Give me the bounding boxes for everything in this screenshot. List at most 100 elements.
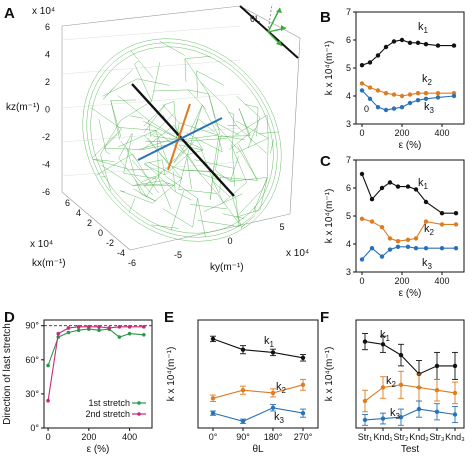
- data-point: [407, 40, 413, 45]
- kx-tick-label: -2: [106, 238, 114, 248]
- x-tick-label: 0: [46, 432, 51, 442]
- data-point: [391, 39, 397, 44]
- series-label-k: k: [276, 381, 282, 393]
- data-point: [416, 385, 422, 390]
- series-line-2: [212, 407, 304, 422]
- series-label-subscript: 2: [428, 78, 433, 87]
- data-point: [439, 211, 445, 216]
- box-gridline: [61, 59, 241, 75]
- x-axis-label: Test: [401, 444, 420, 455]
- data-point: [375, 53, 381, 58]
- data-point: [300, 382, 306, 387]
- legend-entry: 2nd stretch: [85, 409, 130, 419]
- kx-tick-label: -6: [128, 258, 136, 268]
- legend-marker: [137, 401, 141, 405]
- series-label-k3: k3: [422, 257, 433, 271]
- x-tick-label: Knd₃: [445, 432, 465, 442]
- series-label-subscript: 2: [430, 228, 435, 237]
- series-label-k3: k3: [390, 407, 401, 421]
- y-tick-label: 90°: [25, 321, 39, 331]
- y-axis-label: k x 10⁴(m⁻¹): [324, 41, 335, 96]
- panel-a-letter: A: [4, 5, 15, 22]
- chart-panel-d: 0° 30° 60° 90° 0 200 400 ε (%) Direction of last…: [2, 319, 153, 455]
- data-point: [97, 325, 101, 329]
- panel-d-letter: D: [4, 309, 15, 326]
- data-point: [362, 417, 368, 423]
- series-label-subscript: 2: [392, 380, 397, 389]
- series-line-2: [361, 246, 456, 260]
- data-point: [405, 237, 411, 242]
- series-label-k: k: [274, 411, 280, 423]
- data-point: [453, 246, 459, 251]
- kz-tick-label: -4: [42, 160, 50, 170]
- data-point: [66, 326, 71, 330]
- data-point: [359, 216, 365, 221]
- data-point: [453, 222, 459, 227]
- series-label-subscript: 2: [282, 386, 287, 395]
- data-point: [415, 40, 421, 45]
- data-point: [369, 219, 375, 224]
- series-line-2: [364, 408, 456, 421]
- data-point: [439, 246, 445, 251]
- data-point: [383, 107, 389, 113]
- x-tick-label: Knd₁: [373, 432, 392, 442]
- data-point: [270, 405, 276, 410]
- series-label-subscript: 3: [280, 416, 285, 425]
- series-line-1: [364, 384, 456, 402]
- data-point: [359, 257, 365, 262]
- x-tick-label: 200: [81, 432, 96, 442]
- data-point: [399, 105, 405, 110]
- box-gridline: [61, 93, 241, 109]
- series-label-k1: k1: [418, 177, 429, 191]
- data-point: [434, 388, 440, 393]
- data-point: [413, 236, 419, 241]
- y-tick-label: 0°: [30, 423, 39, 433]
- series-label-k: k: [422, 257, 428, 269]
- y-tick-label: 5: [346, 211, 351, 221]
- series-label-k: k: [424, 101, 430, 113]
- data-point: [270, 390, 276, 396]
- data-point: [66, 330, 71, 335]
- data-point: [423, 42, 429, 47]
- data-point: [423, 199, 429, 205]
- series-label-k: k: [264, 335, 270, 347]
- data-point: [452, 412, 458, 417]
- y-axis-label: k x 10⁴(m⁻¹): [166, 347, 177, 402]
- y-tick-label: 5: [346, 63, 351, 73]
- y-tick-label: 3: [346, 267, 351, 277]
- data-point: [434, 363, 440, 369]
- x-tick-label: 0: [359, 276, 364, 286]
- x-axis-label: ε (%): [399, 140, 422, 151]
- data-point: [383, 44, 389, 50]
- series-label-subscript: 3: [396, 412, 401, 421]
- y-tick-label: 7: [346, 155, 351, 165]
- data-point: [387, 236, 393, 241]
- x-axis-label: ε (%): [399, 288, 422, 299]
- y-tick-label: 60°: [25, 355, 39, 365]
- kx-tick-label: 4: [76, 208, 81, 218]
- series-label-k: k: [418, 177, 424, 189]
- plot-frame: [43, 319, 153, 429]
- data-point: [399, 37, 405, 43]
- data-point: [375, 105, 381, 110]
- series-label-subscript: 1: [386, 334, 391, 343]
- axis-label-ky: ky(m⁻¹): [210, 262, 244, 273]
- y-tick-label: 4: [346, 239, 351, 249]
- data-point: [46, 398, 50, 403]
- data-point: [398, 415, 404, 420]
- data-point: [300, 410, 306, 416]
- x-tick-label: 90°: [236, 432, 250, 442]
- series-label-k2: k2: [424, 223, 435, 237]
- data-point: [405, 244, 411, 249]
- panel-f-letter: F: [320, 309, 329, 326]
- data-point: [423, 246, 429, 251]
- data-point: [142, 325, 146, 329]
- data-point: [423, 91, 429, 96]
- data-point: [359, 88, 365, 93]
- series-line-1: [361, 218, 456, 242]
- data-point: [383, 91, 389, 96]
- data-point: [398, 382, 404, 387]
- data-point: [240, 419, 246, 424]
- axis-label-kx: kx(m⁻¹): [32, 258, 66, 269]
